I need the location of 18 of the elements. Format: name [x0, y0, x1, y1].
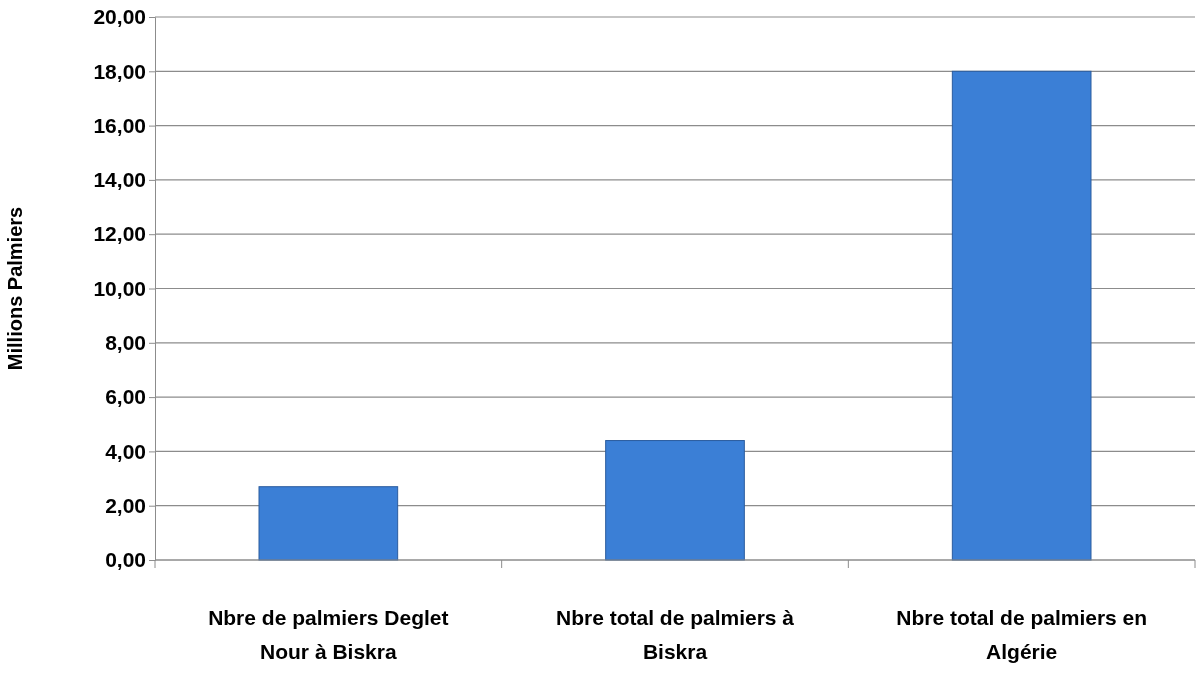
y-tick-label: 18,00: [93, 59, 146, 83]
y-tick-label: 12,00: [93, 222, 146, 246]
y-tick-label: 0,00: [105, 548, 146, 572]
bar: [258, 486, 399, 561]
x-tick-label: Nbre de palmiers Deglet Nour à Biskra: [208, 606, 449, 663]
y-tick-label: 8,00: [105, 331, 146, 355]
y-tick-label: 10,00: [93, 276, 146, 300]
y-tick-label: 20,00: [93, 5, 146, 29]
x-tick-label: Nbre total de palmiers à Biskra: [555, 606, 795, 663]
x-tick-label: Nbre total de palmiers en Algérie: [896, 606, 1148, 663]
y-tick-label: 4,00: [105, 439, 146, 463]
y-tick-label: 14,00: [93, 168, 146, 192]
bar: [605, 440, 745, 561]
y-tick-label: 16,00: [93, 113, 146, 137]
y-tick-label: 6,00: [105, 385, 146, 409]
bar: [951, 70, 1092, 561]
y-axis-title: Millions Palmiers: [4, 206, 26, 371]
y-tick-label: 2,00: [105, 493, 146, 517]
